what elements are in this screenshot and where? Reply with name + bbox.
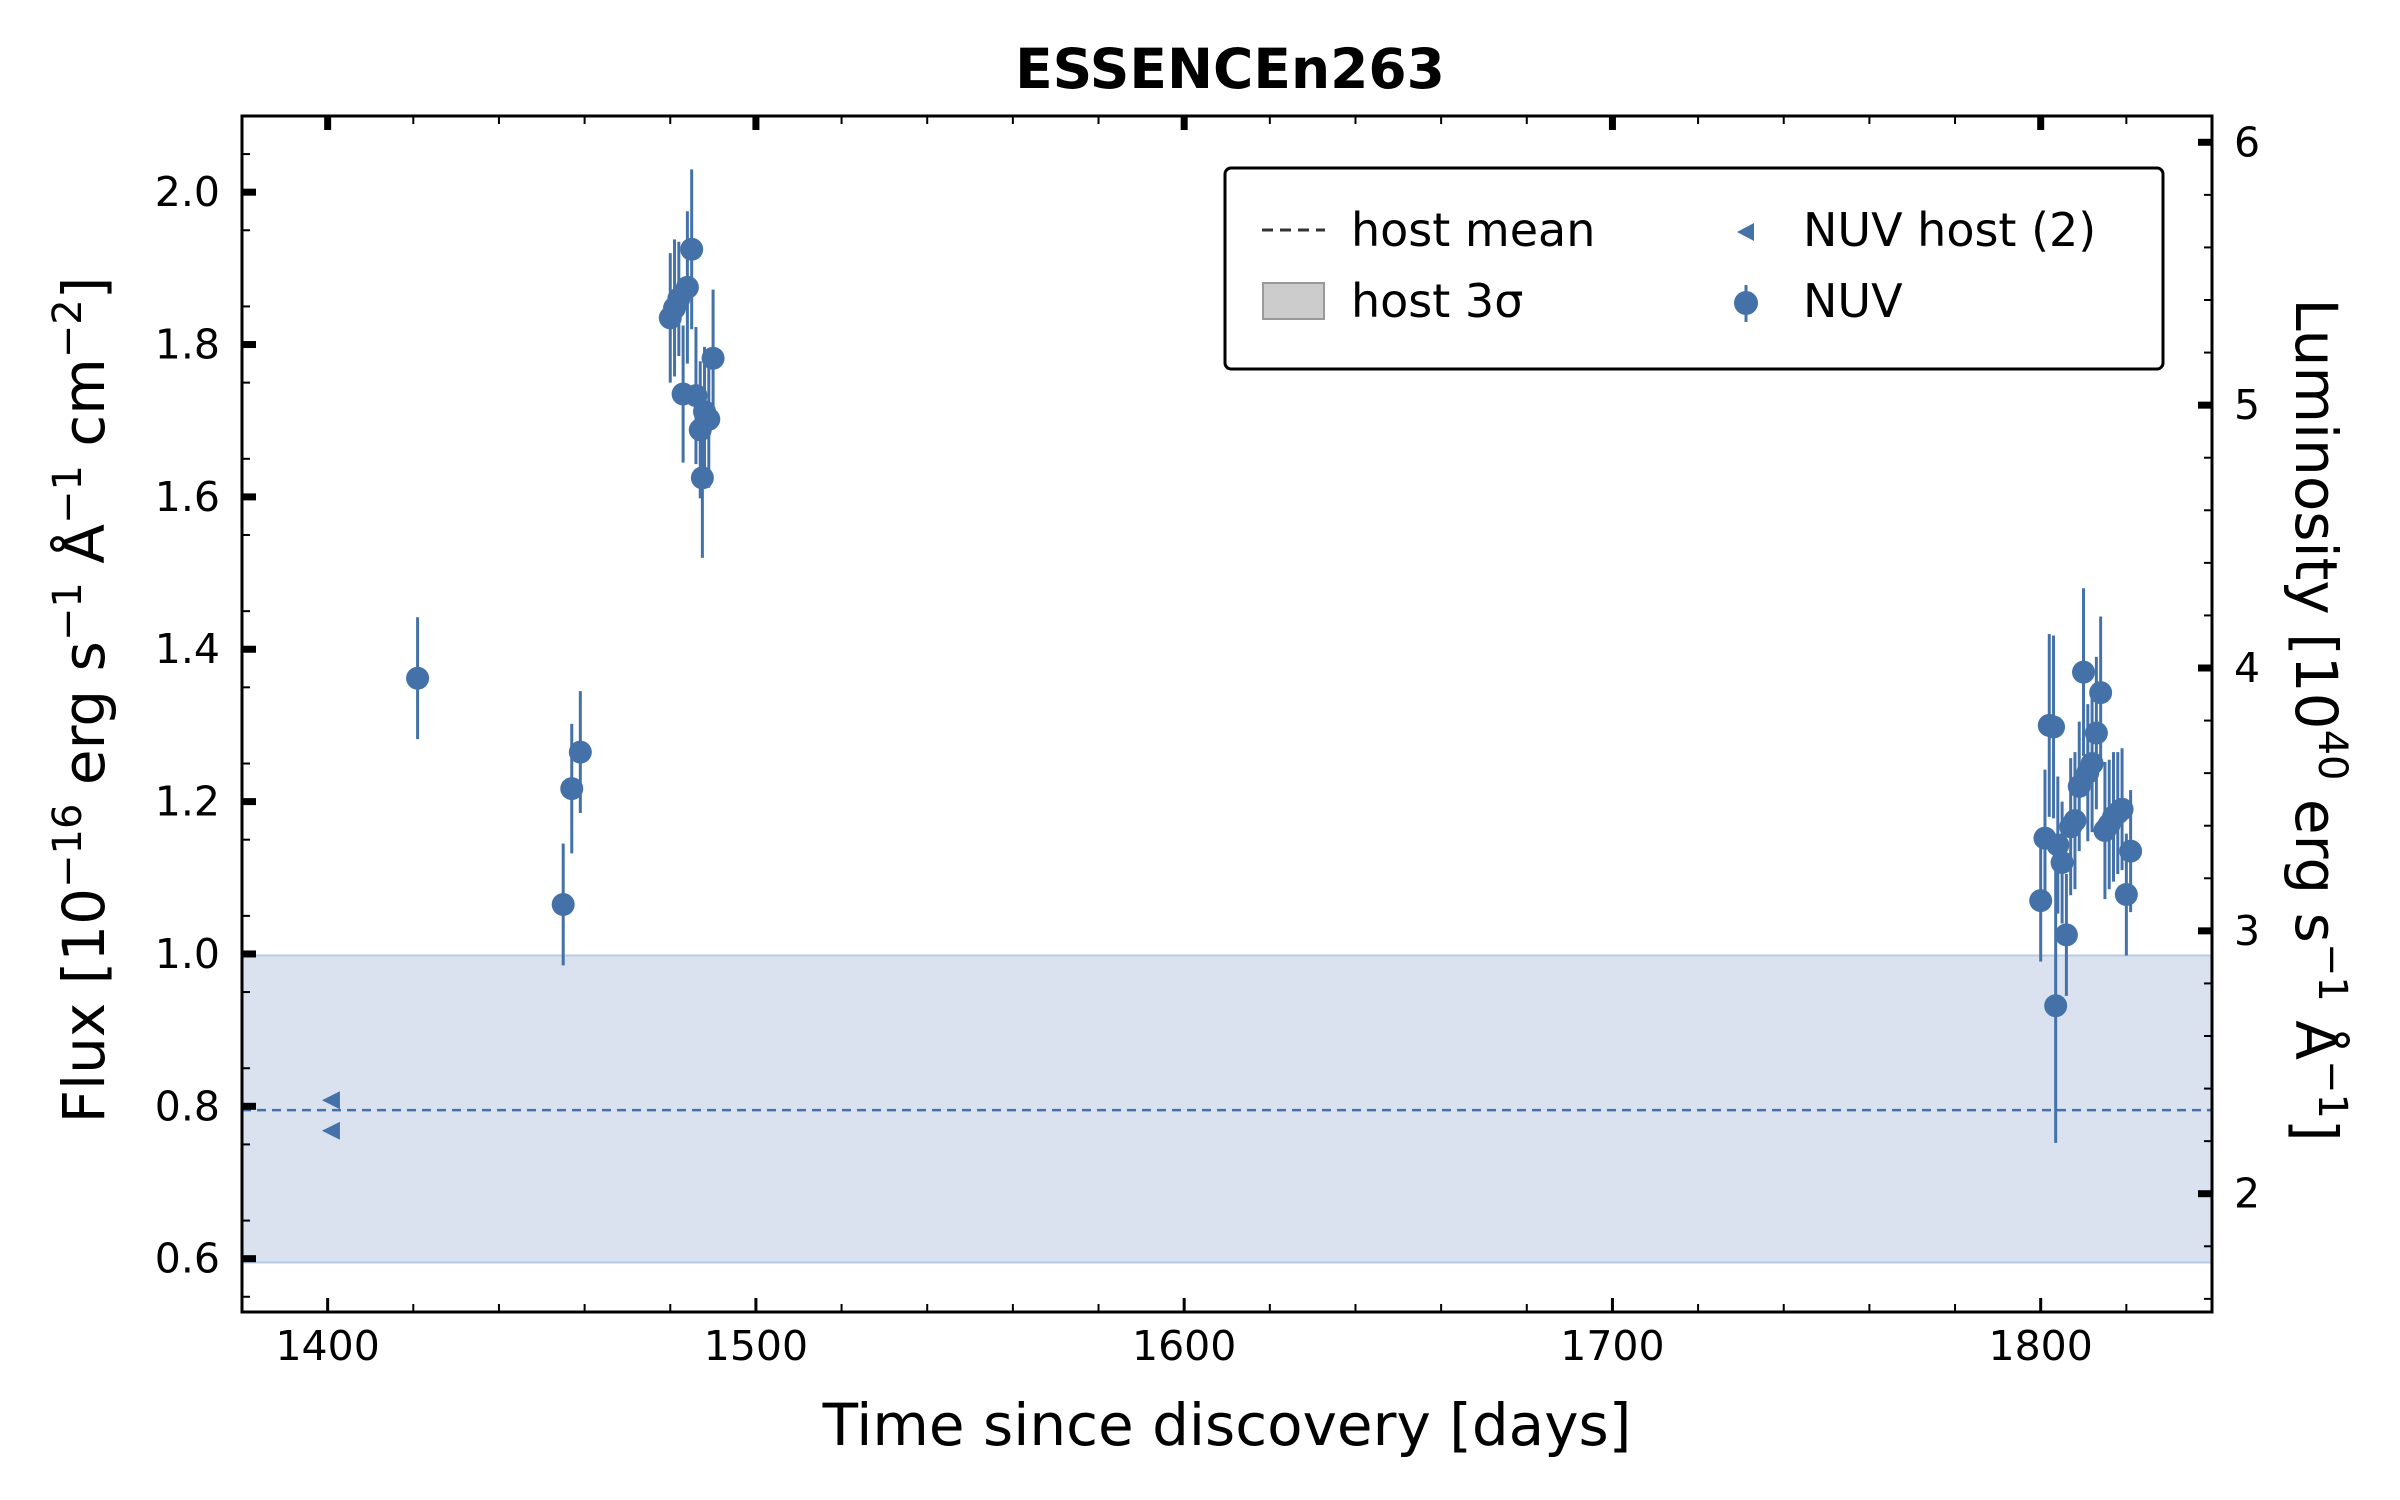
nuv-point <box>2050 851 2074 875</box>
nuv-point <box>2089 681 2113 705</box>
y-tick-label-1.4: 1.4 <box>155 625 220 673</box>
y2-tick-label-5: 5 <box>2234 381 2260 429</box>
y2-tick-label-3: 3 <box>2234 907 2260 955</box>
x-tick-label-1500: 1500 <box>704 1322 808 1370</box>
y-tick-label-1.8: 1.8 <box>155 321 220 369</box>
nuv-point <box>697 407 721 431</box>
x-tick-label-1400: 1400 <box>275 1322 379 1370</box>
legend-nuv-label: NUV <box>1803 274 1903 328</box>
y-tick-label-0.6: 0.6 <box>155 1235 220 1283</box>
nuv-point <box>701 346 725 370</box>
nuv-point <box>2119 839 2143 863</box>
nuv-point <box>551 892 575 916</box>
y-tick-label-0.8: 0.8 <box>155 1082 220 1130</box>
nuv-point <box>690 466 714 490</box>
nuv-point <box>2029 889 2053 913</box>
x-tick-label-1800: 1800 <box>1989 1322 2093 1370</box>
legend-nuv-marker-icon <box>1734 291 1758 315</box>
nuv-host-triangle <box>321 1121 340 1140</box>
y-axis-title: Flux [10−16 erg s−1 Å−1 cm−2] <box>45 277 118 1124</box>
y-tick-label-1.6: 1.6 <box>155 473 220 521</box>
plot-frame <box>240 114 2214 1314</box>
legend-host-mean-label: host mean <box>1351 203 1595 257</box>
y-tick-label-2: 2.0 <box>155 168 220 216</box>
y-tick-label-1: 1.0 <box>155 930 220 978</box>
nuv-point <box>2084 721 2108 745</box>
nuv-point <box>2110 797 2134 821</box>
nuv-point <box>2042 715 2066 739</box>
nuv-point <box>2114 883 2138 907</box>
y2-axis-title: Luminosity [1040 erg s−1 Å−1] <box>2282 298 2355 1141</box>
x-axis-title: Time since discovery [days] <box>822 1391 1632 1459</box>
nuv-point <box>675 275 699 299</box>
chart-title: ESSENCEn263 <box>1015 37 1445 101</box>
axis-ticks: 1400 1500 1600 1700 1800 0.6 0.8 1.0 1.2 1.4 1.6 1.… <box>155 116 2260 1370</box>
legend-nuv-host-label: NUV host (2) <box>1803 203 2096 257</box>
x-tick-label-1600: 1600 <box>1132 1322 1236 1370</box>
nuv-host-triangle <box>321 1091 340 1110</box>
nuv-point <box>560 777 584 801</box>
nuv-point <box>406 666 430 690</box>
y2-tick-label-6: 6 <box>2234 118 2260 166</box>
nuv-point <box>680 237 704 261</box>
legend-host-3sigma-swatch <box>1262 282 1325 320</box>
y2-tick-label-2: 2 <box>2234 1170 2260 1218</box>
host-3sigma-band <box>241 954 2213 1264</box>
y-tick-label-1.2: 1.2 <box>155 778 220 826</box>
legend-host-3sigma-label: host 3σ <box>1351 274 1523 328</box>
legend: host mean host 3σ NUV host (2) NUV <box>1223 166 2165 371</box>
x-tick-label-1700: 1700 <box>1560 1322 1664 1370</box>
legend-box <box>1223 166 2165 371</box>
y2-tick-label-4: 4 <box>2234 644 2260 692</box>
data-points <box>321 169 2143 1143</box>
legend-nuv-host-triangle-icon <box>1737 223 1754 241</box>
nuv-point <box>2054 923 2078 947</box>
nuv-point <box>2063 809 2087 833</box>
nuv-point <box>2072 660 2096 684</box>
nuv-point <box>568 740 592 764</box>
nuv-point <box>2044 994 2068 1018</box>
